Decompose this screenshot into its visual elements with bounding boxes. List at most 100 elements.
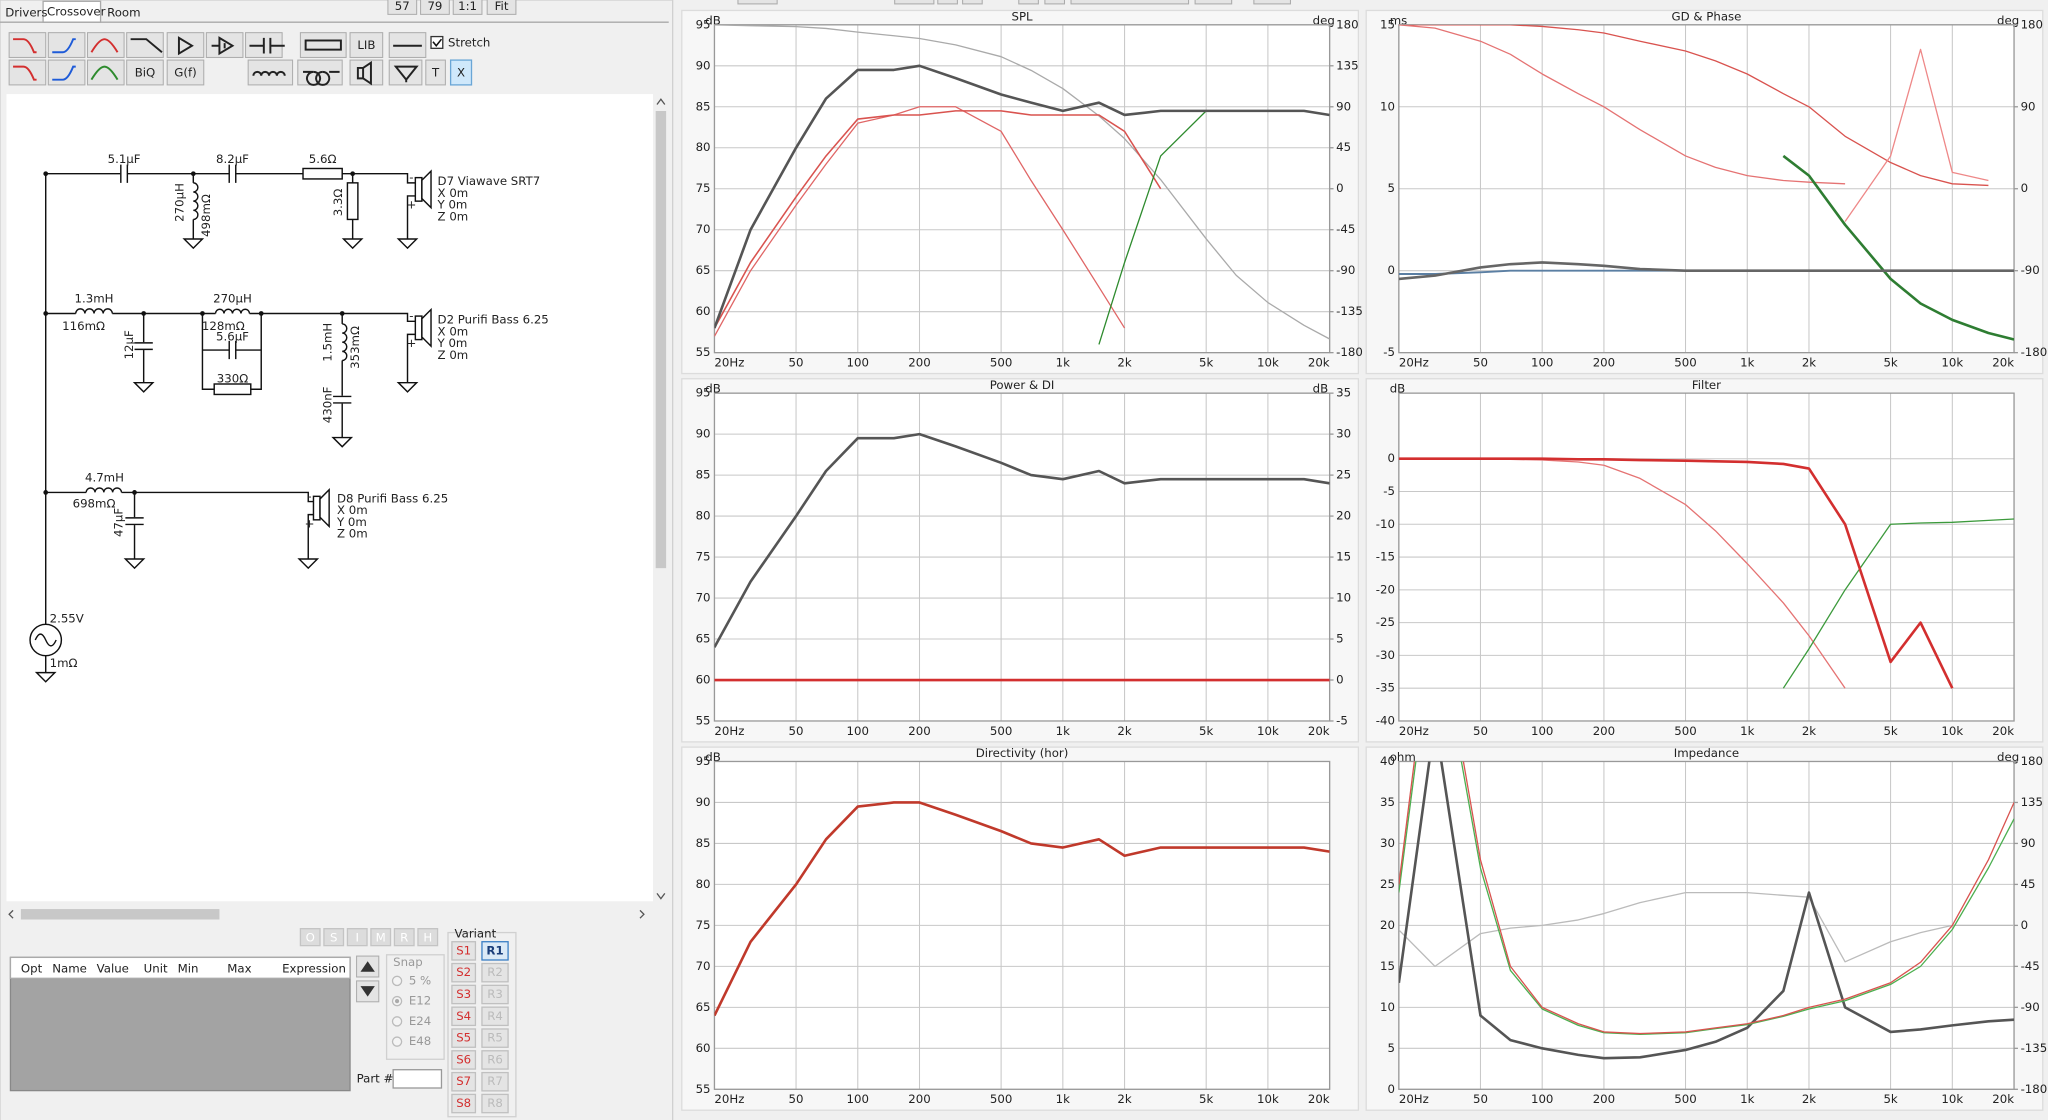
checkbox[interactable] [430, 35, 444, 49]
toolbar-label[interactable]: LIB [357, 38, 375, 52]
part-button-label[interactable]: R [400, 930, 408, 944]
toolbar-button[interactable] [8, 32, 47, 58]
variant-r-button[interactable] [481, 1050, 509, 1070]
toolbar-button[interactable] [388, 59, 423, 86]
zoom-button[interactable] [387, 0, 418, 15]
radio-label[interactable]: E24 [409, 1014, 431, 1028]
toolbar-button[interactable] [126, 32, 164, 58]
toolbar-button[interactable] [449, 59, 473, 86]
toolbar-button[interactable] [737, 0, 778, 5]
zoom-button-label[interactable]: Fit [495, 0, 509, 13]
part-button-label[interactable]: O [306, 930, 315, 944]
part-button-label[interactable]: M [376, 930, 386, 944]
variant-r-label[interactable]: R5 [487, 1031, 503, 1045]
part-button[interactable] [346, 928, 368, 947]
part-button-label[interactable]: I [355, 930, 358, 944]
toolbar-button[interactable] [166, 59, 205, 86]
part-button-label[interactable]: S [330, 930, 337, 944]
parts-table[interactable] [9, 956, 351, 1092]
part-button[interactable] [323, 928, 345, 947]
variant-r-label[interactable]: R8 [487, 1096, 503, 1110]
radio[interactable] [391, 1016, 403, 1027]
part-button[interactable] [417, 928, 439, 947]
part-button-label[interactable]: H [423, 930, 432, 944]
radio-label[interactable]: E48 [409, 1034, 431, 1048]
toolbar-button[interactable] [937, 0, 958, 5]
variant-s-label[interactable]: S8 [456, 1096, 471, 1110]
y-unit: dB [705, 382, 721, 396]
variant-s-label[interactable]: S3 [456, 987, 471, 1001]
toolbar-button[interactable] [86, 32, 125, 58]
variant-r-button[interactable] [481, 1093, 509, 1114]
toolbar-button[interactable] [299, 32, 347, 58]
variant-r-label[interactable]: R7 [487, 1074, 503, 1088]
toolbar-label[interactable]: BiQ [135, 66, 156, 80]
variant-s-button[interactable] [451, 1006, 477, 1027]
variant-s-label[interactable]: S7 [456, 1074, 471, 1088]
toolbar-button[interactable] [86, 59, 125, 86]
tab[interactable]: Crossover [47, 4, 106, 18]
zoom-button-label[interactable]: 79 [427, 0, 442, 13]
zoom-button[interactable] [486, 0, 517, 15]
variant-r-button[interactable] [481, 1028, 509, 1048]
variant-r-label[interactable]: R6 [487, 1052, 503, 1066]
variant-s-button[interactable] [451, 1050, 477, 1070]
variant-r-label[interactable]: R1 [486, 943, 503, 957]
variant-r-button[interactable] [481, 984, 509, 1005]
zoom-button[interactable] [452, 0, 483, 15]
tab[interactable]: Room [107, 6, 140, 20]
toolbar-button[interactable] [894, 0, 935, 5]
variant-s-label[interactable]: S4 [456, 1009, 471, 1023]
toolbar-button[interactable] [47, 32, 86, 58]
radio[interactable] [391, 1036, 403, 1047]
variant-r-button[interactable] [481, 1071, 509, 1092]
variant-s-label[interactable]: S1 [456, 943, 471, 957]
variant-s-label[interactable]: S5 [456, 1031, 471, 1045]
toolbar-button[interactable] [126, 59, 164, 86]
x-tick-label: 20k [1992, 356, 2014, 370]
toolbar-button[interactable] [349, 32, 384, 58]
zoom-button-label[interactable]: 1:1 [458, 0, 477, 13]
variant-s-label[interactable]: S6 [456, 1052, 471, 1066]
part-button[interactable] [393, 928, 415, 947]
toolbar-button[interactable] [1018, 0, 1039, 5]
checkbox-label[interactable]: Stretch [448, 36, 490, 50]
variant-s-button[interactable] [451, 962, 477, 983]
toolbar-button[interactable] [962, 0, 983, 5]
toolbar-button[interactable] [8, 59, 47, 86]
variant-r-button[interactable] [481, 941, 509, 961]
toolbar-button[interactable] [425, 59, 446, 86]
variant-s-button[interactable] [451, 1093, 477, 1114]
zoom-button[interactable] [420, 0, 450, 15]
variant-r-label[interactable]: R3 [487, 987, 503, 1001]
variant-s-button[interactable] [451, 1028, 477, 1048]
toolbar-label[interactable]: G(f) [174, 66, 196, 80]
variant-r-button[interactable] [481, 1006, 509, 1027]
toolbar-label[interactable]: X [457, 66, 465, 80]
variant-s-button[interactable] [451, 984, 477, 1005]
tab[interactable]: Drivers [5, 6, 47, 20]
toolbar-button[interactable] [166, 32, 205, 58]
variant-s-button[interactable] [451, 941, 477, 961]
radio[interactable] [391, 975, 403, 987]
radio-label[interactable]: 5 % [409, 973, 431, 987]
part-number-input[interactable] [392, 1069, 443, 1089]
variant-r-label[interactable]: R2 [487, 965, 503, 979]
h-scroll-thumb[interactable] [20, 909, 220, 920]
y2-tick-label: 90 [1336, 99, 1351, 113]
toolbar-button[interactable] [1044, 0, 1066, 5]
variant-r-button[interactable] [481, 962, 509, 983]
variant-s-label[interactable]: S2 [456, 965, 471, 979]
part-button[interactable] [370, 928, 392, 947]
part-button[interactable] [299, 928, 321, 947]
toolbar-button[interactable] [1194, 0, 1233, 5]
variant-r-label[interactable]: R4 [487, 1009, 503, 1023]
v-scroll-thumb[interactable] [655, 111, 667, 569]
variant-s-button[interactable] [451, 1071, 477, 1092]
toolbar-button[interactable] [47, 59, 86, 86]
zoom-button-label[interactable]: 57 [395, 0, 410, 13]
toolbar-field[interactable] [1070, 0, 1190, 5]
toolbar-label[interactable]: T [431, 66, 440, 80]
radio-label[interactable]: E12 [409, 994, 431, 1008]
toolbar-button[interactable] [1253, 0, 1291, 5]
